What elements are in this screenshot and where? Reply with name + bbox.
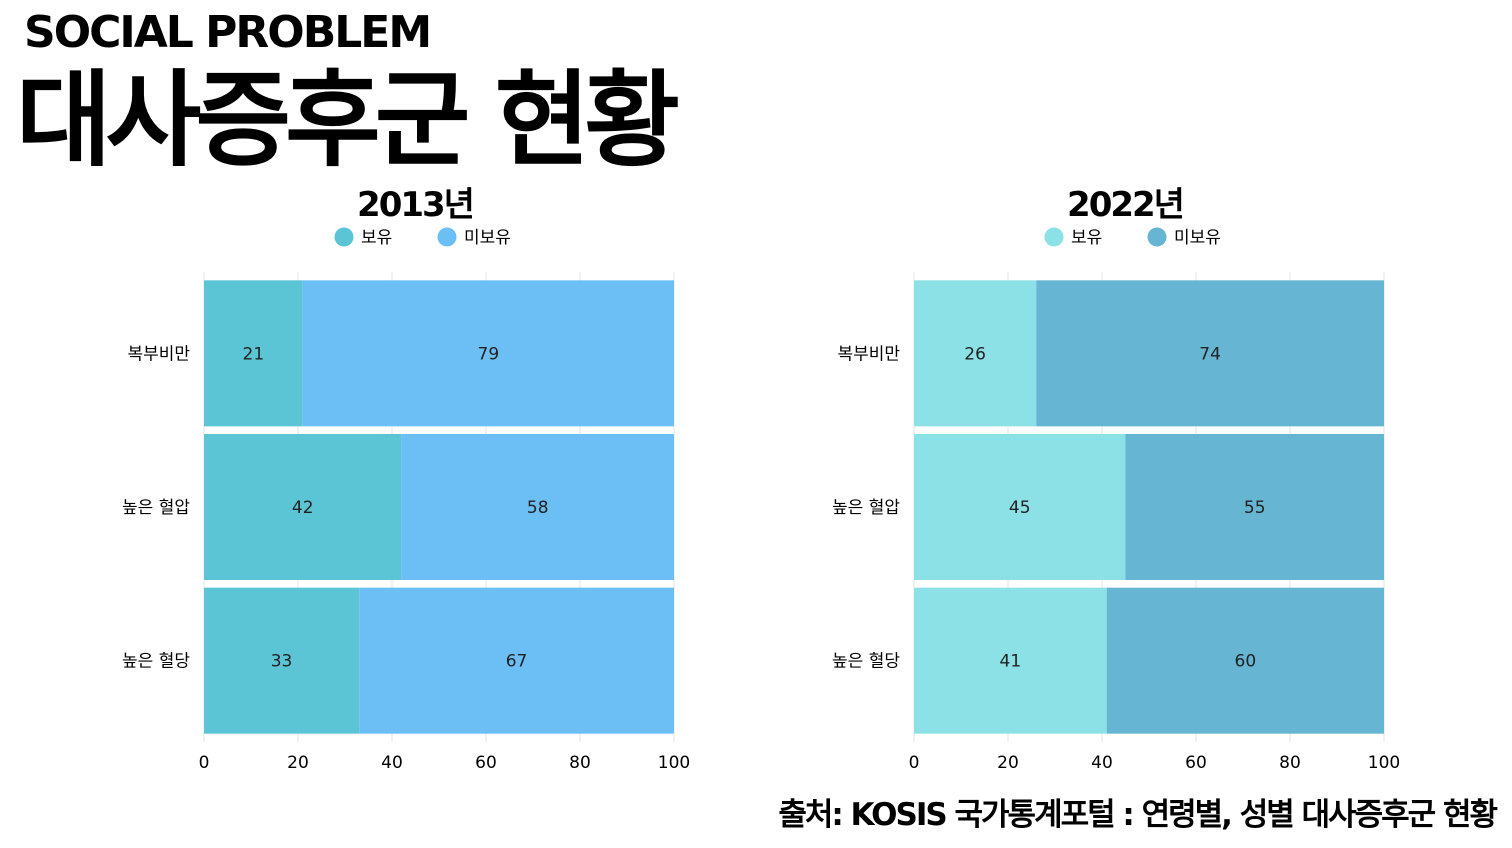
- bar-segment: [914, 280, 1037, 427]
- x-tick-label: 80: [569, 753, 591, 773]
- legend-label: 미보유: [464, 228, 511, 248]
- chart-title: 2013년: [357, 185, 473, 225]
- data-label: 58: [527, 498, 549, 518]
- bar-segment: [914, 434, 1126, 580]
- eyebrow-label: SOCIAL PROBLEM: [24, 7, 432, 58]
- data-label: 33: [271, 652, 293, 672]
- data-label: 60: [1235, 652, 1257, 672]
- data-label: 74: [1199, 344, 1221, 364]
- data-label: 67: [506, 652, 528, 672]
- legend-swatch: [437, 227, 457, 247]
- data-label: 45: [1009, 498, 1031, 518]
- x-tick-label: 40: [381, 753, 403, 773]
- bar-segment: [914, 587, 1107, 734]
- data-label: 26: [964, 344, 986, 364]
- source-caption: 출처: KOSIS 국가통계포털 : 연령별, 성별 대사증후군 현황: [778, 797, 1498, 833]
- bar-segment: [1106, 587, 1384, 734]
- data-label: 79: [478, 344, 500, 364]
- bar-segment: [204, 434, 402, 580]
- legend-label: 보유: [361, 228, 392, 248]
- page-title: 대사증후군 현황: [16, 59, 680, 181]
- x-tick-label: 100: [658, 753, 690, 773]
- x-tick-label: 80: [1279, 753, 1301, 773]
- bar-segment: [204, 587, 360, 734]
- legend-swatch: [1147, 227, 1167, 247]
- data-label: 42: [292, 498, 314, 518]
- data-label: 21: [243, 344, 265, 364]
- bar-segment: [1125, 434, 1384, 580]
- bar-segment: [1036, 280, 1384, 427]
- x-tick-label: 0: [909, 753, 920, 773]
- bar-segment: [401, 434, 674, 580]
- category-label: 높은 혈당: [122, 652, 190, 672]
- legend-label: 미보유: [1174, 228, 1221, 248]
- chart-title: 2022년: [1067, 185, 1183, 225]
- x-tick-label: 60: [475, 753, 497, 773]
- legend-swatch: [334, 227, 354, 247]
- x-tick-label: 60: [1185, 753, 1207, 773]
- category-label: 복부비만: [837, 344, 900, 364]
- legend-swatch: [1044, 227, 1064, 247]
- category-label: 복부비만: [127, 344, 190, 364]
- bar-segment: [204, 280, 303, 427]
- bar-segment: [302, 280, 674, 427]
- legend-label: 보유: [1071, 228, 1102, 248]
- category-label: 높은 혈당: [832, 652, 900, 672]
- x-tick-label: 20: [287, 753, 309, 773]
- x-tick-label: 0: [199, 753, 210, 773]
- data-label: 55: [1244, 498, 1266, 518]
- category-label: 높은 혈압: [832, 498, 900, 518]
- category-label: 높은 혈압: [122, 498, 190, 518]
- bar-segment: [359, 587, 674, 734]
- x-tick-label: 20: [997, 753, 1019, 773]
- x-tick-label: 100: [1368, 753, 1400, 773]
- x-tick-label: 40: [1091, 753, 1113, 773]
- data-label: 41: [1000, 652, 1022, 672]
